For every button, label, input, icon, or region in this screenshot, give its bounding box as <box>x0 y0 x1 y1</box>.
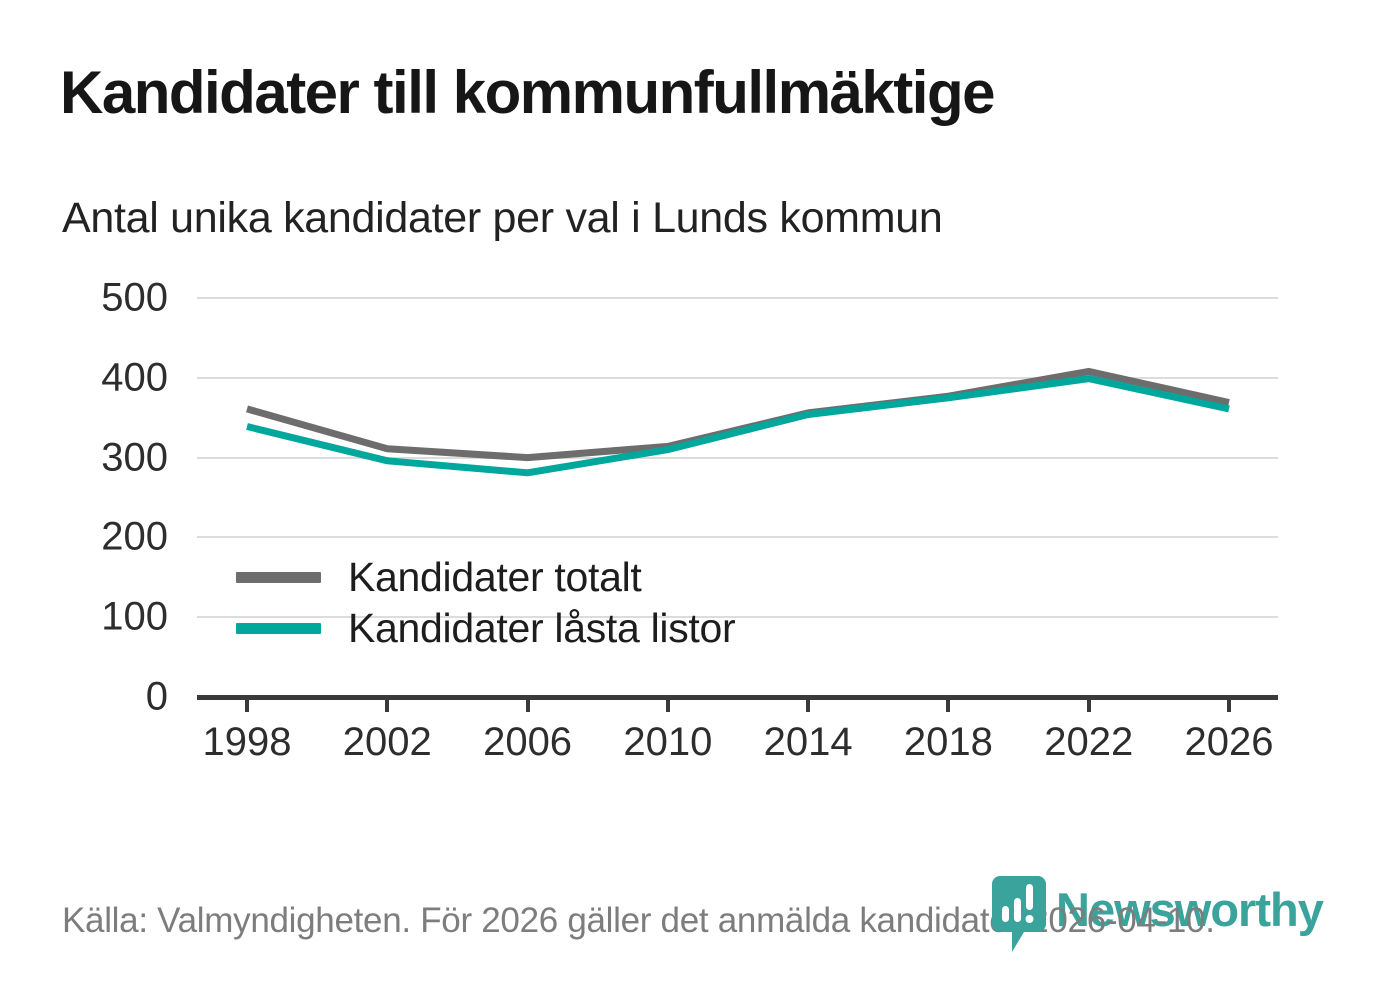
y-gridline <box>197 297 1278 299</box>
newsworthy-wordmark: Newsworthy <box>1056 883 1324 936</box>
series-line <box>246 375 1230 477</box>
y-axis-tick-label: 100 <box>101 594 168 639</box>
y-gridline <box>197 536 1278 539</box>
legend-label: Kandidater totalt <box>348 554 642 600</box>
y-gridline <box>197 456 1278 459</box>
series-line <box>246 367 1230 462</box>
x-axis-tick <box>525 697 530 712</box>
x-axis-tick-label: 2014 <box>763 720 853 764</box>
y-axis-tick-label: 0 <box>145 674 168 719</box>
chart-subtitle: Antal unika kandidater per val i Lunds k… <box>62 194 943 242</box>
x-axis-tick-label: 2018 <box>903 720 993 764</box>
legend-label: Kandidater låsta listor <box>348 605 736 651</box>
x-axis-tick <box>1086 697 1091 712</box>
chart-title: Kandidater till kommunfullmäktige <box>60 59 995 126</box>
x-axis-tick <box>946 697 951 712</box>
y-axis-tick-label: 200 <box>101 514 168 559</box>
y-axis-tick-label: 300 <box>101 435 168 480</box>
x-axis-tick-label: 2006 <box>483 720 573 764</box>
legend-item: Kandidater låsta listor <box>236 603 736 654</box>
x-axis-tick <box>1227 697 1231 712</box>
chart-legend: Kandidater totalt Kandidater låsta listor <box>236 552 736 654</box>
legend-swatch <box>236 623 321 634</box>
legend-item: Kandidater totalt <box>236 552 735 603</box>
x-axis-line <box>197 694 1278 700</box>
x-axis-tick <box>245 697 249 712</box>
y-axis-tick-label: 500 <box>101 275 168 320</box>
x-axis-tick-label: 2002 <box>342 720 432 764</box>
x-axis-tick-label: 1998 <box>202 720 292 764</box>
newsworthy-pin-icon <box>992 876 1046 952</box>
x-axis-tick-label: 2010 <box>623 720 713 764</box>
x-axis-tick <box>665 697 670 712</box>
y-gridline <box>197 616 1278 619</box>
y-gridline <box>197 376 1278 379</box>
x-axis-tick-label: 2026 <box>1184 720 1274 764</box>
x-axis-tick-label: 2022 <box>1044 720 1134 764</box>
x-axis-tick <box>806 697 811 712</box>
x-axis-tick <box>385 697 390 712</box>
y-axis-tick-label: 400 <box>101 355 168 400</box>
legend-swatch <box>236 572 321 583</box>
newsworthy-logo: Newsworthy <box>992 874 1324 974</box>
